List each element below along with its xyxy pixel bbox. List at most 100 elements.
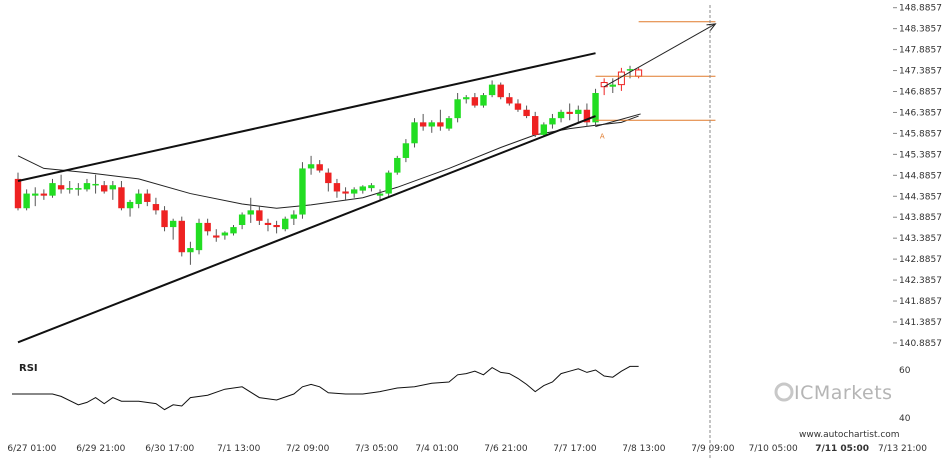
candle-body <box>282 218 289 230</box>
candle <box>282 216 289 232</box>
candle-body <box>238 214 246 225</box>
candle-body <box>221 232 229 236</box>
price-tick-label: 141.3857 <box>899 318 942 328</box>
candle-body <box>204 222 211 232</box>
candle <box>557 109 565 123</box>
candle-body <box>376 193 384 196</box>
candle <box>213 229 220 242</box>
candle-body <box>454 99 461 119</box>
candle <box>161 206 168 232</box>
candle <box>230 225 237 236</box>
candle-body <box>359 186 366 191</box>
candle-body <box>40 193 48 196</box>
candle <box>471 93 479 108</box>
pattern-marker-label: A <box>600 133 605 141</box>
candle <box>316 160 323 173</box>
channel-lower-line <box>17 115 596 344</box>
candle <box>75 183 82 196</box>
candle-body <box>75 188 82 190</box>
candle-body <box>411 122 418 144</box>
candle-body <box>523 109 530 117</box>
candle-body <box>471 97 479 106</box>
candle <box>342 187 349 200</box>
candle-body <box>247 210 254 215</box>
candle-body <box>514 103 522 110</box>
candle <box>290 210 298 225</box>
candle-body <box>428 122 435 127</box>
candle <box>144 189 151 207</box>
moving-average-layer <box>17 115 639 209</box>
candle <box>101 181 108 194</box>
candle-body <box>101 185 108 192</box>
candle-body <box>583 109 591 123</box>
candle <box>463 95 470 104</box>
candle-body <box>437 122 444 127</box>
candle-body <box>316 164 323 171</box>
time-tick-label: 7/3 05:00 <box>355 444 399 454</box>
price-tick-label: 144.3857 <box>899 192 942 202</box>
price-tick-label: 148.8857 <box>899 4 942 14</box>
candle-body <box>92 183 99 186</box>
candle <box>428 120 435 133</box>
candle-body <box>187 248 194 253</box>
candle <box>532 111 539 137</box>
candle-body <box>540 124 548 135</box>
candle <box>540 122 548 137</box>
site-url: www.autochartist.com <box>799 430 900 440</box>
candle-body <box>549 118 556 125</box>
candle-body <box>23 193 30 209</box>
candle <box>109 181 117 200</box>
candle-body <box>273 225 280 228</box>
candle-body <box>506 97 513 104</box>
candle <box>169 218 177 240</box>
candle <box>92 174 99 194</box>
candle-body <box>213 235 220 238</box>
price-tick-label: 144.8857 <box>899 171 942 181</box>
candle-body <box>342 191 349 194</box>
candle-body <box>350 189 358 194</box>
time-tick-label: 7/13 21:00 <box>878 444 927 454</box>
candle <box>575 105 582 123</box>
candle <box>178 216 185 257</box>
candle-body <box>256 210 263 221</box>
candle-body <box>109 185 117 190</box>
candle <box>394 155 401 175</box>
candle <box>609 78 616 93</box>
candle <box>83 178 91 192</box>
candle <box>488 80 496 98</box>
candle-body <box>195 222 203 251</box>
candle <box>152 197 160 215</box>
candle-body <box>333 183 341 192</box>
candle <box>49 178 56 198</box>
candle-body <box>463 97 470 100</box>
rsi-tick-label: 60 <box>899 366 911 376</box>
candle <box>350 187 358 198</box>
moving-average-line <box>17 115 639 209</box>
price-tick-label: 142.8857 <box>899 255 942 265</box>
price-tick-label: 145.8857 <box>899 129 942 139</box>
candle-body <box>178 220 185 253</box>
candle-body <box>566 111 573 114</box>
candle-body <box>368 185 375 189</box>
candle <box>66 181 73 194</box>
candle <box>549 113 556 129</box>
candle-body <box>14 178 22 209</box>
candle-body <box>32 193 39 196</box>
time-tick-label: 6/30 17:00 <box>145 444 194 454</box>
projection-lower-line <box>595 113 641 128</box>
price-tick-label: 146.8857 <box>899 88 942 98</box>
candle <box>23 189 30 211</box>
candle-body <box>144 193 151 202</box>
candle <box>256 206 263 225</box>
time-tick-label: 6/29 21:00 <box>76 444 125 454</box>
candle <box>299 162 306 219</box>
candle-body <box>635 69 643 77</box>
candle <box>118 181 125 211</box>
candle-body <box>230 227 237 234</box>
candle <box>497 82 504 100</box>
candle-body <box>385 172 392 194</box>
price-panel: 148.8857 148.3857 147.8857 147.3857 146.8857… <box>14 4 942 349</box>
rsi-panel: RSI 60 40 <box>12 363 911 424</box>
candle-body <box>83 183 91 190</box>
candle <box>273 220 280 234</box>
